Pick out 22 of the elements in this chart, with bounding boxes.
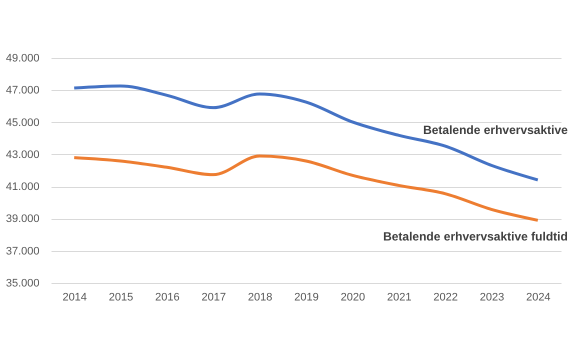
y-tick-label: 41.000 — [6, 181, 40, 194]
x-tick-label: 2018 — [248, 292, 272, 304]
x-tick-label: 2015 — [108, 292, 134, 304]
y-tick-label: 37.000 — [6, 245, 40, 258]
y-tick-label: 43.000 — [6, 148, 40, 161]
y-tick-label: 35.000 — [6, 278, 40, 290]
y-tick-label: 39.000 — [6, 213, 40, 226]
y-tick-label: 47.000 — [6, 84, 40, 97]
y-tick-label: 49.000 — [6, 52, 40, 64]
x-tick-label: 2014 — [62, 292, 87, 304]
x-tick-label: 2022 — [433, 292, 458, 304]
x-tick-label: 2019 — [294, 292, 319, 304]
x-tick-label: 2021 — [386, 292, 412, 304]
x-tick-label: 2020 — [340, 292, 366, 304]
line-series — [72, 154, 540, 222]
series-label: Betalende erhvervsaktive — [423, 122, 568, 137]
text: Betalende erhvervsaktive fuldtid — [383, 229, 568, 244]
x-tick-label: 2016 — [155, 292, 180, 304]
x-tick-label: 2023 — [480, 292, 504, 304]
x-tick-label: 2024 — [526, 292, 551, 304]
x-tick-label: 2017 — [202, 292, 226, 304]
y-tick-label: 45.000 — [6, 116, 40, 129]
